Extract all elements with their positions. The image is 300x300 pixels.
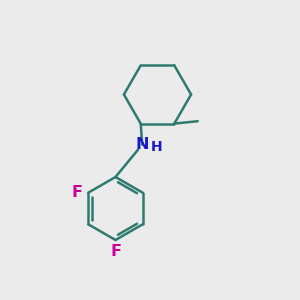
Text: F: F xyxy=(71,185,82,200)
Text: F: F xyxy=(110,244,121,259)
Text: H: H xyxy=(151,140,162,154)
Text: N: N xyxy=(136,137,149,152)
